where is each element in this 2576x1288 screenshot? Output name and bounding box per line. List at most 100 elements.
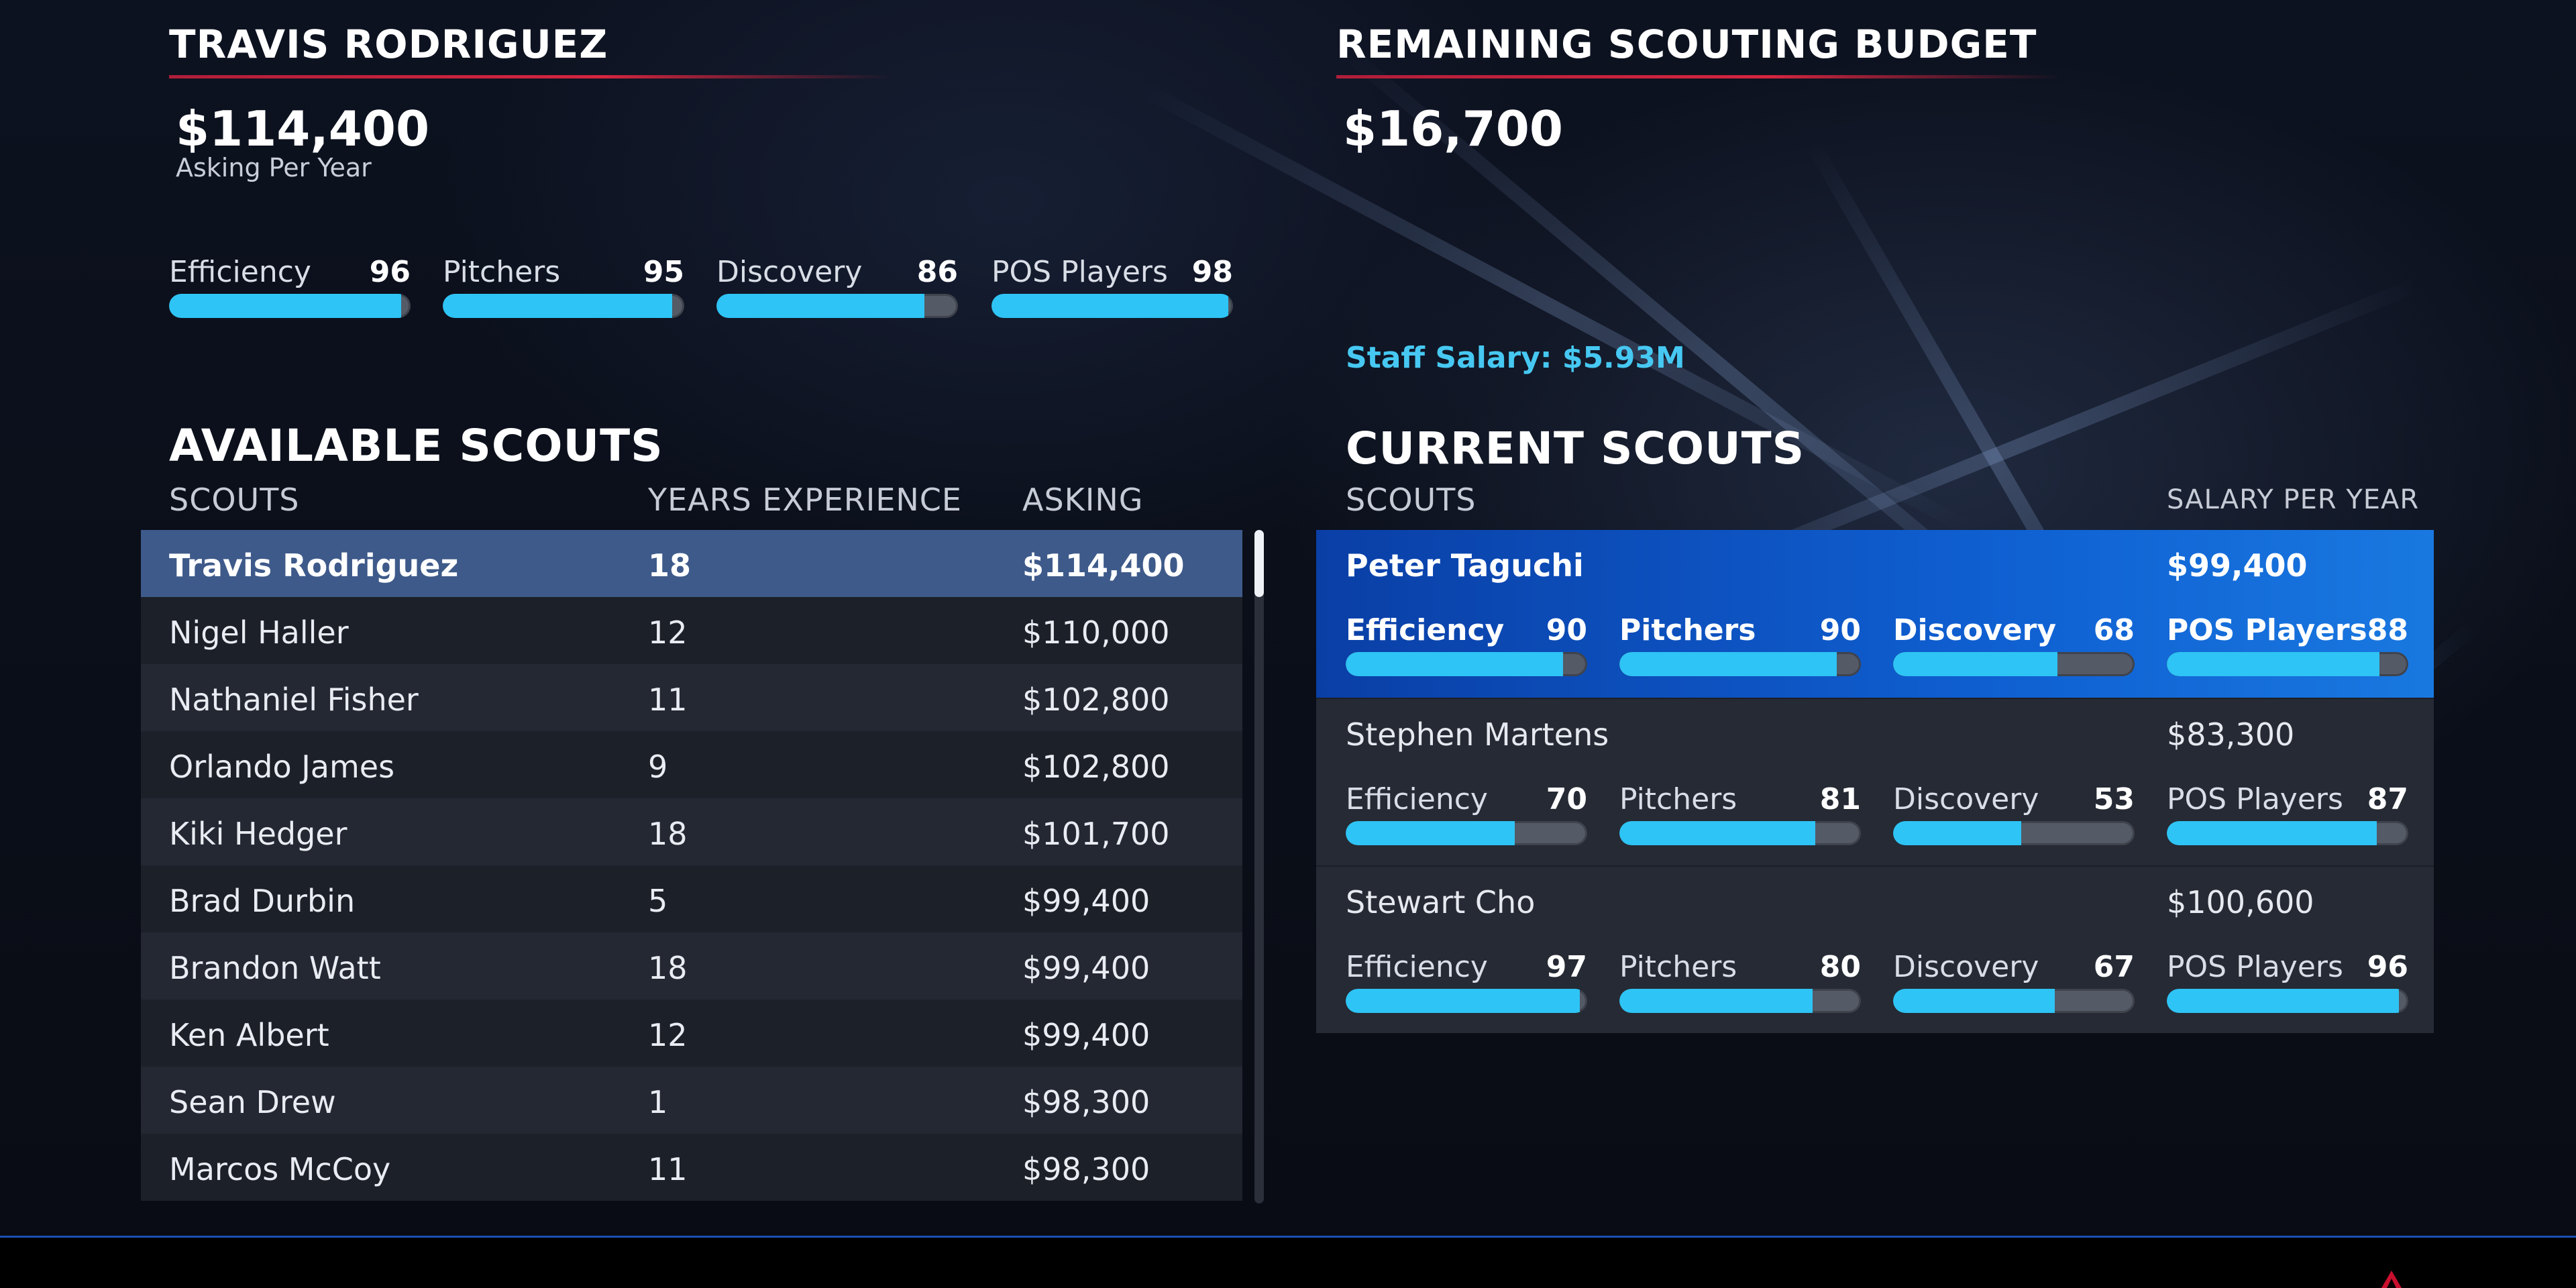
scout-years: 9 [648,749,668,785]
scout-name: Orlando James [169,749,395,785]
rating-value: 97 [1546,950,1587,984]
scout-name: Sean Drew [169,1084,336,1120]
featured-discovery-rating: Discovery 86 [716,255,958,322]
scout-asking: $102,800 [1022,682,1170,718]
rating-label: Discovery [1893,613,2057,647]
scout-asking: $101,700 [1022,816,1170,852]
rating-bar-fill [1346,821,1515,845]
available-scout-row[interactable]: Nathaniel Fisher 11 $102,800 [141,664,1242,731]
budget-title: REMAINING SCOUTING BUDGET [1336,21,2037,67]
budget-amount: $16,700 [1343,101,1563,157]
rating-bar [2167,989,2408,1013]
rating-bar-fill [443,294,672,318]
rating-bar-fill [2167,652,2379,676]
scout-salary: $83,300 [2167,716,2295,753]
scout-years: 11 [648,1151,688,1187]
scout-name: Ken Albert [169,1017,329,1053]
available-scout-row[interactable]: Kiki Hedger 18 $101,700 [141,798,1242,865]
budget-header-rule [1336,75,2061,78]
available-scout-row[interactable]: Nigel Haller 12 $110,000 [141,597,1242,664]
rating-label: Pitchers [1619,782,1737,816]
current-pos-players-rating: POS Players 96 [2167,950,2408,1017]
rating-value: 95 [643,255,684,289]
available-scouts-table: Travis Rodriguez 18 $114,400 Nigel Haller 12… [141,530,1242,1201]
available-scout-row[interactable]: Brad Durbin 5 $99,400 [141,865,1242,932]
scout-name: Brandon Watt [169,950,381,986]
rating-label: Efficiency [1346,782,1488,816]
scout-name: Brad Durbin [169,883,356,919]
available-scout-row[interactable]: Travis Rodriguez 18 $114,400 [141,530,1242,597]
available-scrollbar-thumb[interactable] [1254,530,1264,597]
scout-asking: $99,400 [1022,950,1150,986]
rating-bar [2167,821,2408,845]
rating-bar-fill [1346,652,1563,676]
rating-bar [1346,989,1587,1013]
team-logo-icon [2381,1271,2402,1288]
rating-value: 88 [2367,613,2408,647]
featured-scout-name: TRAVIS RODRIGUEZ [169,21,608,67]
rating-bar-fill [2167,989,2399,1013]
available-scout-row[interactable]: Ken Albert 12 $99,400 [141,1000,1242,1067]
rating-bar [716,294,958,318]
rating-bar-fill [716,294,924,318]
current-scout-row[interactable]: Stephen Martens $83,300 Efficiency 70 Pitche… [1316,698,2434,865]
rating-value: 86 [916,255,958,289]
current-pos-players-rating: POS Players 88 [2167,613,2408,680]
scout-name: Marcos McCoy [169,1151,391,1187]
current-scout-row[interactable]: Stewart Cho $100,600 Efficiency 97 Pitchers 8… [1316,865,2434,1033]
available-col-asking[interactable]: ASKING [1022,482,1144,518]
scout-years: 18 [648,950,688,986]
scout-years: 1 [648,1084,668,1120]
scout-name: Kiki Hedger [169,816,347,852]
available-scout-row[interactable]: Sean Drew 1 $98,300 [141,1067,1242,1134]
rating-label: Discovery [716,255,863,289]
current-col-scouts[interactable]: SCOUTS [1346,482,1477,518]
rating-value: 96 [2367,950,2408,984]
available-scrollbar[interactable] [1254,530,1264,1203]
rating-label: POS Players [2167,613,2367,647]
rating-label: Pitchers [1619,613,1756,647]
bottom-bar [0,1236,2576,1288]
current-col-salary[interactable]: SALARY PER YEAR [2167,484,2420,515]
rating-label: POS Players [2167,782,2343,816]
scout-name: Travis Rodriguez [169,547,459,584]
current-discovery-rating: Discovery 68 [1893,613,2135,680]
current-pitchers-rating: Pitchers 90 [1619,613,1861,680]
scout-name: Peter Taguchi [1346,547,1584,584]
scout-years: 11 [648,682,688,718]
current-discovery-rating: Discovery 67 [1893,950,2135,1017]
scout-salary: $100,600 [2167,884,2314,920]
rating-bar [443,294,684,318]
scout-asking: $99,400 [1022,883,1150,919]
scout-name: Stephen Martens [1346,716,1609,753]
current-scout-row[interactable]: Peter Taguchi $99,400 Efficiency 90 Pitchers… [1316,530,2434,698]
featured-efficiency-rating: Efficiency 96 [169,255,411,322]
rating-bar [169,294,411,318]
scout-name: Nathaniel Fisher [169,682,419,718]
current-scouts-list: Peter Taguchi $99,400 Efficiency 90 Pitchers… [1316,530,2434,1033]
rating-value: 80 [1819,950,1861,984]
available-col-years[interactable]: YEARS EXPERIENCE [648,482,962,518]
featured-asking-amount: $114,400 [176,101,430,157]
available-scouts-title: AVAILABLE SCOUTS [169,420,663,472]
featured-asking-label: Asking Per Year [176,153,372,182]
rating-bar-fill [1619,989,1813,1013]
featured-header-rule [169,75,894,78]
available-scout-row[interactable]: Marcos McCoy 11 $98,300 [141,1134,1242,1201]
rating-value: 98 [1191,255,1233,289]
rating-bar-fill [1346,989,1580,1013]
rating-value: 53 [2093,782,2135,816]
scout-years: 12 [648,614,688,651]
scout-asking: $110,000 [1022,614,1170,651]
current-scouts-title: CURRENT SCOUTS [1346,423,1805,474]
rating-bar [1893,821,2135,845]
rating-value: 81 [1819,782,1861,816]
scout-years: 18 [648,816,688,852]
rating-value: 68 [2093,613,2135,647]
rating-bar [991,294,1233,318]
featured-pos-players-rating: POS Players 98 [991,255,1233,322]
current-discovery-rating: Discovery 53 [1893,782,2135,849]
available-scout-row[interactable]: Orlando James 9 $102,800 [141,731,1242,798]
available-scout-row[interactable]: Brandon Watt 18 $99,400 [141,932,1242,1000]
available-col-scouts[interactable]: SCOUTS [169,482,300,518]
